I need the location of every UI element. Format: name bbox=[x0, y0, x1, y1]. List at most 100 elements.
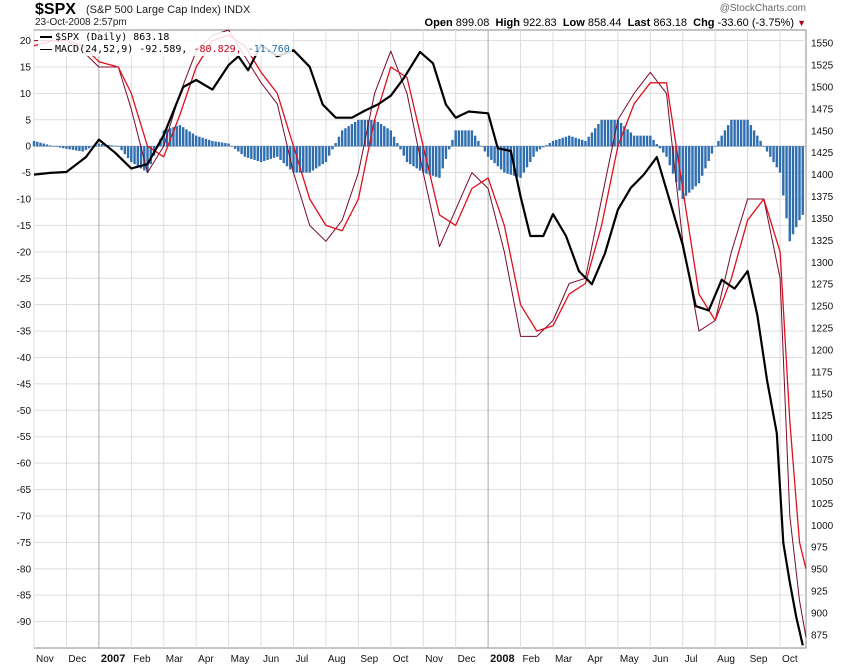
histogram-bar bbox=[259, 146, 263, 163]
left-tick-label: 10 bbox=[20, 89, 32, 100]
histogram-bar bbox=[503, 146, 506, 173]
left-tick-label: -20 bbox=[17, 247, 32, 258]
histogram-bar bbox=[490, 146, 493, 160]
histogram-bar bbox=[415, 146, 418, 169]
histogram-bar bbox=[373, 119, 376, 147]
right-tick-label: 1425 bbox=[811, 148, 834, 159]
histogram-bar bbox=[78, 146, 81, 151]
histogram-bar bbox=[412, 146, 415, 167]
left-tick-label: -25 bbox=[17, 274, 32, 285]
histogram-bar bbox=[726, 125, 730, 147]
x-tick-label: Oct bbox=[393, 654, 409, 665]
histogram-bar bbox=[321, 146, 324, 165]
histogram-bar bbox=[191, 133, 195, 147]
legend-price: $SPX (Daily) 863.18 bbox=[40, 32, 290, 44]
right-tick-label: 1200 bbox=[811, 345, 834, 356]
histogram-bar bbox=[548, 143, 551, 147]
histogram-bar bbox=[146, 146, 149, 173]
last-value: 863.18 bbox=[653, 17, 687, 29]
histogram-bar bbox=[447, 146, 451, 150]
histogram-bar bbox=[178, 125, 182, 147]
chart-legend: $SPX (Daily) 863.18 MACD(24,52,9) -92.58… bbox=[38, 32, 292, 56]
histogram-bar bbox=[739, 119, 743, 147]
histogram-bar bbox=[353, 121, 357, 147]
left-tick-label: 15 bbox=[20, 62, 32, 73]
histogram-bar bbox=[113, 145, 117, 147]
histogram-bar bbox=[509, 146, 513, 175]
histogram-bar bbox=[123, 146, 127, 155]
histogram-bar bbox=[334, 143, 337, 147]
histogram-bar bbox=[220, 142, 224, 147]
histogram-bar bbox=[619, 122, 623, 147]
histogram-bar bbox=[438, 146, 441, 178]
right-tick-label: 1275 bbox=[811, 280, 834, 291]
histogram-bar bbox=[81, 146, 84, 152]
histogram-bar bbox=[785, 146, 788, 219]
histogram-bar bbox=[655, 144, 658, 147]
histogram-bar bbox=[652, 139, 655, 147]
high-value: 922.83 bbox=[523, 17, 557, 29]
histogram-bar bbox=[597, 124, 600, 147]
histogram-bar bbox=[253, 146, 256, 160]
histogram-bar bbox=[263, 146, 266, 161]
histogram-bar bbox=[610, 119, 613, 147]
x-tick-label: Jul bbox=[295, 654, 308, 665]
histogram-bar bbox=[688, 146, 691, 193]
histogram-bar bbox=[470, 130, 474, 147]
left-tick-label: -50 bbox=[17, 406, 32, 417]
histogram-bar bbox=[483, 146, 487, 152]
histogram-bar bbox=[250, 146, 253, 159]
histogram-bar bbox=[107, 144, 110, 147]
right-tick-label: 1025 bbox=[811, 499, 834, 510]
histogram-bar bbox=[551, 140, 555, 147]
histogram-bar bbox=[613, 119, 616, 147]
histogram-bar bbox=[782, 146, 785, 196]
x-tick-label: Mar bbox=[166, 654, 184, 665]
histogram-bar bbox=[477, 140, 480, 147]
histogram-bar bbox=[204, 138, 208, 147]
histogram-bar bbox=[778, 146, 782, 173]
histogram-bar bbox=[389, 130, 393, 147]
macd-line bbox=[34, 29, 807, 638]
right-tick-label: 1075 bbox=[811, 455, 834, 466]
histogram-bar bbox=[535, 146, 538, 152]
histogram-bar bbox=[214, 141, 217, 147]
histogram-bar bbox=[499, 146, 503, 170]
histogram-bar bbox=[584, 140, 587, 147]
histogram-bar bbox=[441, 146, 444, 169]
histogram-bar bbox=[561, 137, 564, 147]
histogram-bar bbox=[61, 146, 65, 149]
histogram-bar bbox=[363, 119, 367, 147]
histogram-bar bbox=[162, 130, 165, 147]
histogram-bar bbox=[467, 130, 470, 147]
histogram-bar bbox=[110, 145, 114, 147]
right-tick-label: 1000 bbox=[811, 521, 834, 532]
left-tick-label: -45 bbox=[17, 379, 32, 390]
right-tick-label: 875 bbox=[811, 630, 828, 641]
histogram-bar bbox=[165, 129, 169, 147]
histogram-bar bbox=[746, 119, 749, 147]
histogram-bar bbox=[662, 146, 665, 153]
histogram-bar bbox=[684, 146, 688, 196]
left-tick-label: -60 bbox=[17, 459, 32, 470]
histogram-bar bbox=[298, 146, 302, 173]
histogram-bar bbox=[762, 146, 766, 147]
histogram-bar bbox=[237, 146, 240, 152]
histogram-bar bbox=[318, 146, 321, 167]
histogram-bar bbox=[626, 129, 629, 147]
left-tick-label: 20 bbox=[20, 36, 32, 47]
histogram-bar bbox=[340, 130, 344, 147]
down-arrow-icon: ▼ bbox=[797, 18, 806, 28]
histogram-bar bbox=[74, 146, 78, 151]
histogram-bar bbox=[665, 146, 668, 157]
histogram-bar bbox=[616, 119, 620, 147]
histogram-bar bbox=[87, 146, 91, 149]
histogram-bar bbox=[272, 146, 276, 158]
histogram-bar bbox=[473, 135, 477, 147]
histogram-bar bbox=[376, 121, 380, 147]
histogram-bar bbox=[198, 136, 201, 147]
histogram-bar bbox=[100, 144, 104, 147]
left-tick-label: -5 bbox=[22, 168, 31, 179]
index-name: (S&P 500 Large Cap Index) INDX bbox=[86, 4, 251, 16]
left-tick-label: -70 bbox=[17, 511, 32, 522]
